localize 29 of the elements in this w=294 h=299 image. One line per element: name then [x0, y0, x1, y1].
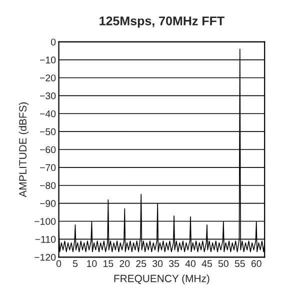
- y-tick-label: −110: [35, 236, 56, 243]
- x-axis-title: FREQUENCY (MHz): [114, 274, 210, 284]
- chart-title: 125Msps, 70MHz FFT: [100, 16, 224, 28]
- x-tick-label: 5: [72, 260, 78, 268]
- x-tick-label: 40: [185, 260, 196, 268]
- y-tick-label: −20: [40, 74, 56, 82]
- x-tick-label: 15: [104, 260, 114, 268]
- x-tick-label: 45: [202, 260, 212, 268]
- y-tick-label: −40: [40, 110, 56, 118]
- y-tick-label: −80: [40, 182, 56, 189]
- y-tick-label: −10: [40, 56, 56, 64]
- y-tick-label: 0: [50, 38, 56, 46]
- y-tick-label: −50: [40, 128, 56, 136]
- y-tick-label: −60: [40, 146, 56, 154]
- x-tick-label: 35: [169, 260, 180, 268]
- y-tick-label: −90: [40, 200, 56, 207]
- y-axis-title: AMPLITUDE (dBFS): [18, 102, 29, 198]
- y-tick-label: −30: [40, 92, 56, 100]
- x-tick-label: 10: [87, 260, 97, 268]
- x-tick-label: 25: [136, 260, 146, 268]
- x-tick-label: 20: [120, 260, 130, 268]
- x-tick-label: 50: [218, 260, 228, 268]
- x-tick-label: 55: [234, 260, 245, 268]
- y-tick-label: −120: [34, 254, 56, 261]
- x-tick-label: 0: [56, 260, 62, 268]
- y-tick-label: −70: [40, 164, 56, 172]
- x-tick-label: 60: [251, 260, 262, 268]
- y-tick-label: −100: [34, 218, 56, 225]
- x-tick-label: 30: [152, 260, 163, 268]
